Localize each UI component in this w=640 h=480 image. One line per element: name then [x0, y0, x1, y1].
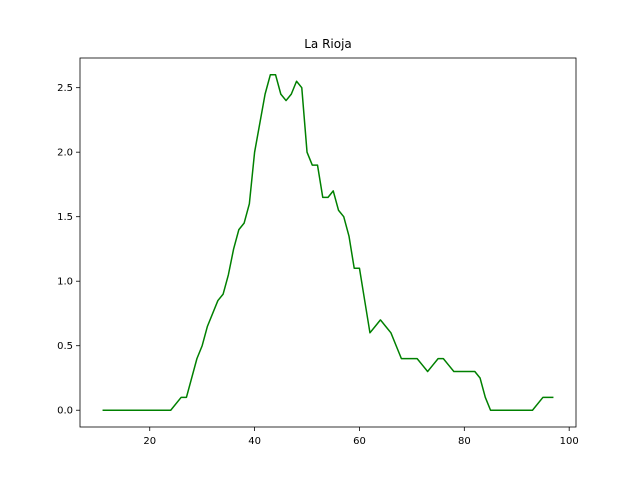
- y-tick-label: 2.5: [57, 83, 73, 94]
- x-tick-label: 60: [353, 436, 366, 447]
- series-line: [102, 74, 554, 411]
- x-tick-label: 100: [560, 436, 579, 447]
- axes: 20 40 60 80 100 0.0 0.5 1.0 1.5 2.0 2.5: [57, 83, 579, 447]
- chart-title: La Rioja: [304, 37, 352, 51]
- y-tick-label: 2.0: [57, 148, 73, 159]
- x-tick-label: 40: [248, 436, 261, 447]
- y-tick-label: 1.0: [57, 277, 73, 288]
- x-tick-label: 20: [143, 436, 156, 447]
- y-tick-label: 0.5: [57, 341, 73, 352]
- series-layer: [102, 74, 554, 411]
- y-tick-label: 0.0: [57, 406, 73, 417]
- plot-area-frame: [79, 57, 577, 428]
- x-tick-label: 80: [458, 436, 471, 447]
- y-tick-label: 1.5: [57, 212, 73, 223]
